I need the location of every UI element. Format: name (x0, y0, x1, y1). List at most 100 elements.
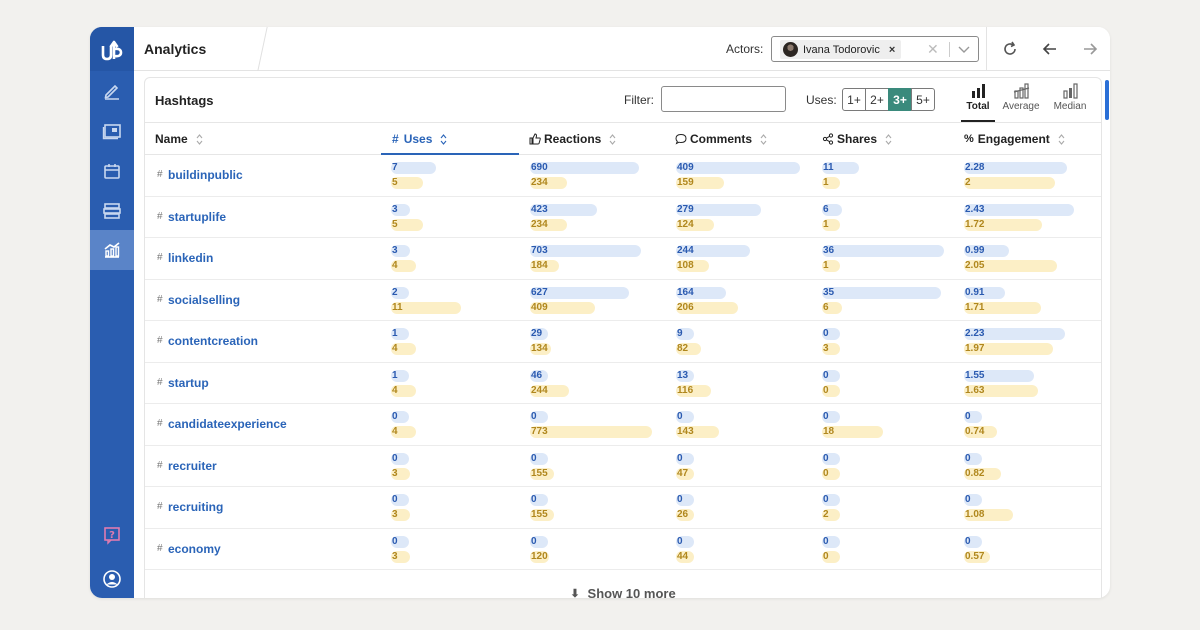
sidebar-item-analytics[interactable] (90, 230, 134, 270)
shares-bar (822, 286, 941, 299)
clear-icon[interactable]: ✕ (927, 41, 939, 57)
column-header-uses[interactable]: # Uses (392, 123, 447, 155)
view-tab-label: Median (1053, 101, 1087, 112)
uses-bar (391, 245, 410, 257)
hashtag-link[interactable]: recruiting (168, 500, 224, 514)
sidebar-item-feed[interactable] (90, 111, 134, 151)
comments-bar (676, 260, 709, 272)
table-row[interactable]: # startup 1 4 46 244 13 116 0 0 1.55 1.63 (145, 363, 1101, 404)
chevron-down-icon[interactable] (957, 44, 971, 56)
comments-bar (676, 494, 694, 506)
view-tab-median[interactable]: Median (1051, 82, 1089, 122)
table-row[interactable]: # recruiting 0 3 0 155 0 26 0 2 0 1.08 (145, 487, 1101, 529)
shares-bar (822, 343, 840, 355)
hash-icon: # (157, 169, 163, 180)
filter-input[interactable] (661, 86, 786, 112)
engagement-bar (964, 162, 1067, 174)
shares-bar (822, 245, 944, 257)
uses-option-button[interactable]: 1+ (842, 88, 866, 111)
feed-icon (102, 124, 121, 140)
table-row[interactable]: # socialselling 2 11 627 409 164 206 35 6 0.91 1.71 (145, 280, 1101, 321)
engagement-bar (964, 260, 1057, 272)
column-header-comments[interactable]: Comments (675, 123, 767, 155)
table-row[interactable]: # linkedin 3 4 703 184 244 108 36 1 0.99 2.05 (145, 238, 1101, 280)
table-row[interactable]: # startuplife 3 5 423 234 279 124 6 1 2.43 1.72 (145, 197, 1101, 238)
view-tab-label: Total (966, 101, 990, 112)
engagement-cell: 0 0.57 (964, 535, 1074, 566)
reactions-bar (530, 411, 548, 423)
sidebar-item-help[interactable]: ? (90, 515, 134, 555)
comments-bar (676, 203, 761, 216)
view-tab-label: Average (1002, 101, 1040, 112)
reactions-bar (530, 535, 548, 548)
engagement-value: 1.55 (965, 369, 985, 381)
table-row[interactable]: # contentcreation 1 4 29 134 9 82 0 3 2.23 1.97 (145, 321, 1101, 363)
table-row[interactable]: # economy 0 3 0 120 0 44 0 0 0 0.57 (145, 529, 1101, 570)
hashtag-link[interactable]: startup (168, 375, 209, 390)
reactions-cell: 0 120 (530, 535, 652, 566)
comments-value: 143 (677, 426, 694, 437)
hashtag-link[interactable]: contentcreation (168, 334, 259, 348)
reactions-value: 0 (531, 452, 537, 464)
uses-option-button[interactable]: 3+ (888, 88, 912, 111)
table-row[interactable]: # candidateexperience 0 4 0 773 0 143 0 18 0 0.74 (145, 404, 1101, 446)
back-button[interactable] (1040, 39, 1060, 59)
archive-icon (103, 203, 121, 219)
table-row[interactable]: # buildinpublic 7 5 690 234 409 159 11 1 2.28 2 (145, 155, 1101, 197)
comments-value: 13 (677, 369, 689, 381)
shares-bar (822, 452, 840, 465)
actors-select[interactable]: Ivana Todorovic × ✕ (771, 36, 979, 62)
hashtag-link[interactable]: recruiter (168, 458, 217, 473)
view-tab-total[interactable]: Total (961, 82, 995, 122)
forward-button[interactable] (1080, 39, 1100, 59)
shares-bar (822, 509, 840, 521)
uses-option-button[interactable]: 5+ (911, 88, 935, 111)
engagement-cell: 0 1.08 (964, 494, 1074, 524)
shares-bar (822, 260, 840, 272)
column-header-reactions[interactable]: Reactions (529, 123, 616, 155)
sidebar-item-archive[interactable] (90, 191, 134, 231)
reactions-bar (530, 467, 554, 480)
shares-value: 1 (823, 260, 829, 271)
reactions-bar (530, 494, 548, 506)
header-divider (986, 27, 987, 71)
user-icon (103, 570, 121, 588)
top-bar: Analytics Actors: Ivana Todorovic × ✕ (134, 27, 1110, 71)
refresh-button[interactable] (1000, 39, 1020, 59)
view-tab-average[interactable]: Average (1000, 82, 1042, 122)
hashtag-link[interactable]: buildinpublic (168, 168, 243, 182)
sidebar-item-compose[interactable] (90, 71, 134, 111)
app-logo[interactable] (90, 27, 134, 71)
remove-actor-icon[interactable]: × (888, 43, 896, 56)
reactions-value: 423 (531, 203, 548, 215)
filter-label: Filter: (624, 93, 654, 107)
comments-bar (676, 535, 694, 548)
hashtag-link[interactable]: socialselling (168, 292, 241, 307)
reactions-value: 234 (531, 218, 548, 230)
table-row[interactable]: # recruiter 0 3 0 155 0 47 0 0 0 0.82 (145, 446, 1101, 487)
reactions-value: 690 (531, 162, 548, 173)
uses-option-button[interactable]: 2+ (865, 88, 889, 111)
hashtag-link[interactable]: linkedin (168, 251, 214, 265)
engagement-cell: 2.43 1.72 (964, 203, 1074, 234)
hashtag-link[interactable]: economy (168, 541, 221, 556)
shares-value: 0 (823, 494, 829, 505)
hashtag-link[interactable]: candidateexperience (168, 417, 287, 431)
uses-value: 3 (392, 509, 398, 520)
engagement-value: 2 (965, 177, 971, 188)
scroll-indicator[interactable] (1105, 80, 1109, 120)
comments-bar (676, 245, 750, 257)
hashtag-link[interactable]: startuplife (168, 209, 227, 224)
column-header-shares[interactable]: Shares (822, 123, 892, 155)
sidebar-item-profile[interactable] (90, 559, 134, 598)
sidebar-item-calendar[interactable] (90, 151, 134, 191)
column-header-name[interactable]: Name (155, 123, 203, 155)
column-header-engagement[interactable]: % Engagement (964, 123, 1065, 155)
shares-value: 35 (823, 286, 835, 298)
show-more-button[interactable]: ⬇ Show 10 more (145, 578, 1101, 599)
reactions-cell: 0 773 (530, 411, 652, 441)
uses-value: 0 (392, 411, 398, 422)
engagement-value: 1.63 (965, 384, 985, 396)
